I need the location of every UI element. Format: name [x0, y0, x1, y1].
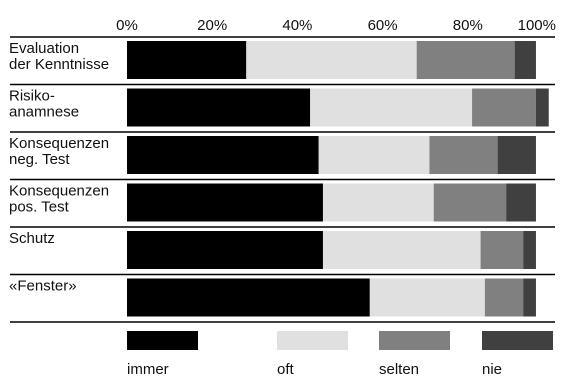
row-label: Konsequenzen	[9, 183, 109, 200]
row-label: pos. Test	[9, 199, 70, 216]
legend-swatch-immer	[127, 331, 198, 350]
x-tick-label: 80%	[453, 17, 483, 34]
bar-segment-immer	[127, 231, 323, 269]
legend-label: nie	[482, 361, 502, 377]
bar-segment-immer	[127, 278, 370, 317]
bar-segment-selten	[429, 136, 498, 174]
x-tick-label: 20%	[197, 17, 227, 34]
bar-segment-nie	[506, 183, 536, 222]
bar-segment-selten	[416, 41, 515, 79]
legend-swatch-nie	[482, 331, 553, 350]
bar-segment-oft	[322, 231, 481, 269]
row-label: anamnese	[9, 104, 79, 121]
row-label: der Kenntnisse	[9, 56, 109, 73]
row-label: Konsequenzen	[9, 135, 109, 152]
row-label: Risiko-	[9, 88, 55, 105]
bar-segment-nie	[523, 278, 536, 317]
x-tick-label: 40%	[282, 17, 312, 34]
bar-segment-nie	[514, 41, 536, 79]
bar-segment-oft	[246, 41, 417, 79]
bar-segment-selten	[480, 231, 524, 269]
row-label: Evaluation	[9, 40, 79, 57]
bar-segment-selten	[484, 278, 524, 317]
bar-segment-oft	[369, 278, 485, 317]
x-tick-label: 60%	[368, 17, 398, 34]
x-tick-label: 100%	[518, 17, 556, 34]
bar-segment-oft	[318, 136, 430, 174]
row-label: «Fenster»	[9, 278, 77, 295]
legend-swatch-selten	[379, 331, 450, 350]
bar-segment-nie	[497, 136, 536, 174]
legend-label: immer	[127, 361, 169, 377]
bar-segment-oft	[310, 88, 473, 127]
bar-segment-nie	[523, 231, 536, 269]
bar-segment-selten	[433, 183, 507, 222]
bar-segment-selten	[472, 88, 536, 127]
legend-label: selten	[379, 361, 419, 377]
bar-segment-immer	[127, 88, 311, 127]
bar-segment-immer	[127, 41, 247, 79]
row-label: neg. Test	[9, 151, 70, 168]
row-label: Schutz	[9, 230, 55, 247]
legend-swatch-oft	[277, 331, 348, 350]
bar-segment-immer	[127, 136, 319, 174]
bar-segment-nie	[535, 88, 549, 127]
x-tick-label: 0%	[116, 17, 138, 34]
legend-label: oft	[277, 361, 295, 377]
bar-segment-immer	[127, 183, 323, 222]
bar-segment-oft	[322, 183, 434, 222]
